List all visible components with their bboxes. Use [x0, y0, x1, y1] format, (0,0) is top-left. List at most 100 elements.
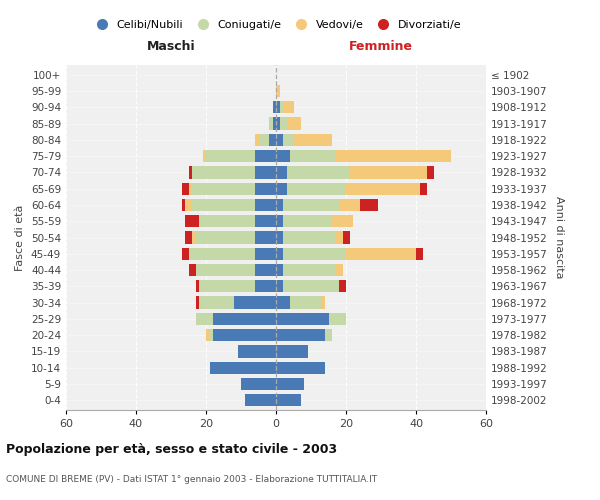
Bar [196, 313, 213, 325]
Bar [346, 248, 416, 260]
Bar [269, 134, 276, 146]
Bar [283, 215, 332, 228]
Bar [255, 150, 276, 162]
Bar [234, 296, 276, 308]
Bar [283, 101, 293, 114]
Bar [290, 296, 322, 308]
Bar [276, 280, 283, 292]
Bar [322, 296, 325, 308]
Bar [276, 150, 290, 162]
Bar [276, 182, 287, 195]
Bar [335, 150, 451, 162]
Bar [276, 134, 283, 146]
Bar [276, 248, 283, 260]
Bar [196, 296, 199, 308]
Bar [255, 232, 276, 243]
Bar [283, 248, 346, 260]
Bar [192, 199, 255, 211]
Text: Femmine: Femmine [349, 40, 413, 53]
Bar [293, 134, 332, 146]
Bar [206, 329, 209, 341]
Bar [255, 280, 276, 292]
Bar [199, 280, 255, 292]
Bar [329, 313, 346, 325]
Bar [335, 232, 343, 243]
Bar [280, 101, 283, 114]
Bar [182, 248, 188, 260]
Bar [196, 280, 199, 292]
Text: COMUNE DI BREME (PV) - Dati ISTAT 1° gennaio 2003 - Elaborazione TUTTITALIA.IT: COMUNE DI BREME (PV) - Dati ISTAT 1° gen… [6, 476, 377, 484]
Bar [287, 118, 301, 130]
Bar [245, 394, 276, 406]
Bar [255, 166, 276, 178]
Bar [280, 118, 287, 130]
Bar [269, 118, 272, 130]
Bar [255, 182, 276, 195]
Bar [241, 378, 276, 390]
Bar [196, 232, 255, 243]
Bar [283, 199, 339, 211]
Bar [427, 166, 433, 178]
Bar [272, 118, 276, 130]
Bar [255, 215, 276, 228]
Bar [213, 329, 276, 341]
Bar [276, 313, 329, 325]
Bar [276, 232, 283, 243]
Bar [276, 264, 283, 276]
Bar [203, 150, 206, 162]
Bar [199, 215, 255, 228]
Bar [272, 101, 276, 114]
Bar [287, 166, 349, 178]
Bar [185, 232, 192, 243]
Bar [213, 313, 276, 325]
Bar [188, 166, 192, 178]
Bar [209, 362, 276, 374]
Bar [206, 150, 255, 162]
Bar [339, 199, 360, 211]
Y-axis label: Anni di nascita: Anni di nascita [554, 196, 564, 279]
Bar [283, 264, 335, 276]
Text: Maschi: Maschi [146, 40, 196, 53]
Bar [276, 215, 283, 228]
Bar [325, 329, 332, 341]
Bar [276, 394, 301, 406]
Bar [255, 264, 276, 276]
Bar [276, 101, 280, 114]
Bar [255, 134, 259, 146]
Bar [343, 232, 349, 243]
Bar [290, 150, 335, 162]
Bar [276, 166, 287, 178]
Bar [255, 199, 276, 211]
Bar [276, 362, 325, 374]
Bar [192, 232, 196, 243]
Bar [276, 378, 304, 390]
Bar [360, 199, 377, 211]
Bar [339, 280, 346, 292]
Text: Popolazione per età, sesso e stato civile - 2003: Popolazione per età, sesso e stato civil… [6, 442, 337, 456]
Bar [192, 166, 255, 178]
Bar [283, 232, 335, 243]
Bar [335, 264, 343, 276]
Bar [276, 346, 308, 358]
Bar [276, 199, 283, 211]
Bar [188, 182, 192, 195]
Bar [276, 296, 290, 308]
Legend: Celibi/Nubili, Coniugati/e, Vedovi/e, Divorziati/e: Celibi/Nubili, Coniugati/e, Vedovi/e, Di… [86, 16, 466, 34]
Bar [287, 182, 346, 195]
Bar [182, 182, 188, 195]
Bar [188, 264, 196, 276]
Bar [283, 280, 339, 292]
Bar [276, 118, 280, 130]
Bar [259, 134, 269, 146]
Bar [199, 296, 234, 308]
Bar [416, 248, 423, 260]
Bar [196, 264, 255, 276]
Bar [209, 329, 213, 341]
Bar [238, 346, 276, 358]
Bar [192, 182, 255, 195]
Bar [276, 329, 325, 341]
Bar [182, 199, 185, 211]
Bar [188, 248, 255, 260]
Bar [276, 85, 280, 97]
Bar [255, 248, 276, 260]
